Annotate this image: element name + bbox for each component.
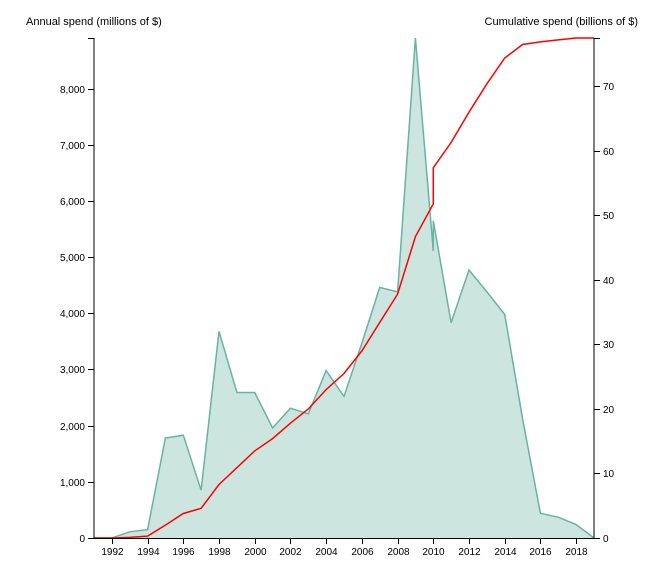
annual-spend-area	[94, 38, 594, 538]
y-right-tick-label: 50	[603, 211, 615, 222]
x-tick-label: 1996	[172, 547, 195, 558]
y-right-tick-label: 10	[603, 469, 615, 480]
y-right-tick-label: 0	[603, 534, 609, 545]
x-tick-label: 2012	[458, 547, 481, 558]
y-left-tick-label: 2,000	[60, 422, 85, 433]
y-right-tick-label: 20	[603, 405, 615, 416]
left-axis-title: Annual spend (millions of $)	[26, 16, 162, 28]
y-left-tick-label: 4,000	[60, 309, 85, 320]
x-tick-label: 1998	[208, 547, 231, 558]
cumulative-spend-line	[94, 37, 594, 539]
y-left-tick-label: 6,000	[60, 197, 85, 208]
y-right-tick-label: 60	[603, 147, 615, 158]
x-tick-label: 2018	[565, 547, 588, 558]
x-tick-label: 2000	[244, 547, 267, 558]
x-tick-label: 2002	[279, 547, 302, 558]
axes: 0 1,000 2,000 3,000 4,000 5,000 6,000 7,000 8,00…	[60, 38, 615, 558]
x-tick-label: 1992	[101, 547, 124, 558]
y-left-tick-label: 0	[79, 534, 85, 545]
y-right-tick-label: 70	[603, 82, 615, 93]
x-tick-label: 2008	[387, 547, 410, 558]
x-tick-label: 2010	[422, 547, 445, 558]
y-right-tick-label: 30	[603, 340, 615, 351]
x-tick-label: 2006	[351, 547, 374, 558]
annual-spend-outline	[94, 37, 595, 539]
y-left-tick-label: 7,000	[60, 141, 85, 152]
x-tick-label: 2004	[315, 547, 338, 558]
x-tick-label: 1994	[137, 547, 160, 558]
y-left-tick-label: 1,000	[60, 478, 85, 489]
y-left-tick-label: 5,000	[60, 253, 85, 264]
x-tick-label: 2016	[529, 547, 552, 558]
plot-area	[94, 37, 595, 539]
x-tick-label: 2014	[494, 547, 517, 558]
y-right-tick-label: 40	[603, 276, 615, 287]
y-left-tick-label: 8,000	[60, 85, 85, 96]
right-axis-title: Cumulative spend (billions of $)	[485, 16, 638, 28]
y-left-tick-label: 3,000	[60, 365, 85, 376]
